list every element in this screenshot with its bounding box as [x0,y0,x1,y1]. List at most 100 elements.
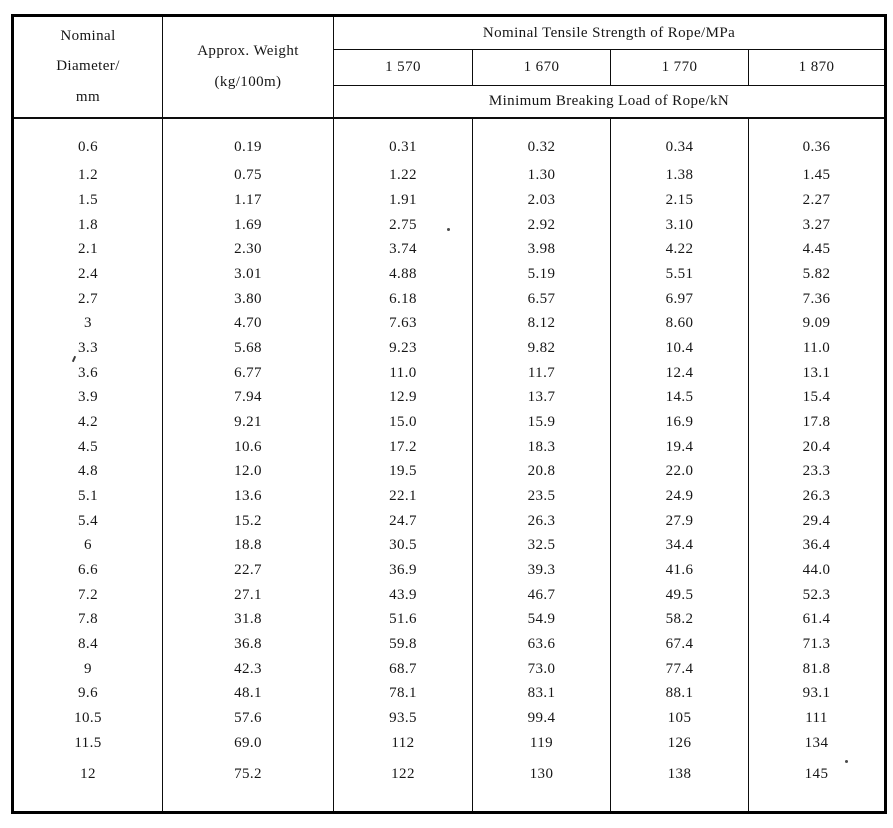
header-tensile-strength: Nominal Tensile Strength of Rope/MPa [332,15,887,50]
table-cell: 9.09 [747,311,887,337]
table-cell: 34.4 [610,533,749,559]
table-cell: 75.2 [162,755,334,813]
header-approx-weight: Approx. Weight (kg/100m) [162,15,334,119]
table-cell: 93.5 [333,706,473,731]
table-cell: 5.68 [162,336,334,361]
table-row: 0.6 0.19 0.31 0.32 0.34 0.36 [12,117,887,164]
table-cell: 39.3 [472,558,611,583]
table-cell: 16.9 [610,410,749,435]
table-cell: 22.1 [333,484,473,509]
table-cell: 15.2 [162,508,334,534]
table-cell: 48.1 [162,681,334,707]
table-cell: 134 [747,731,887,756]
table-cell: 4.22 [610,237,749,263]
table-cell: 27.1 [162,582,334,608]
table-row: 4.2 9.21 15.0 15.9 16.9 17.8 [12,410,887,435]
table-cell: 2.92 [472,212,611,238]
table-cell: 122 [333,755,473,813]
table-cell: 138 [610,755,749,813]
table-row: 7.2 27.1 43.9 46.7 49.5 52.3 [12,582,887,608]
header-strength-1570: 1 570 [333,49,473,86]
table-cell: 13.1 [747,360,887,386]
table-cell: 4.8 [12,459,163,485]
table-cell: 4.70 [162,311,334,337]
table-cell: 3.6 [12,360,163,386]
table-row: 11.5 69.0 112 119 126 134 [12,731,887,756]
table-cell: 3.98 [472,237,611,263]
table-cell: 7.2 [12,582,163,608]
table-cell: 8.60 [610,311,749,337]
table-cell: 24.9 [610,484,749,509]
table-cell: 112 [333,731,473,756]
table-row: 3.3 5.68 9.23 9.82 10.4 11.0 [12,336,887,361]
table-cell: 11.7 [472,360,611,386]
table-cell: 7.36 [747,286,887,312]
table-cell: 52.3 [747,582,887,608]
table-cell: 61.4 [747,607,887,633]
table-cell: 69.0 [162,731,334,756]
table-row: 9 42.3 68.7 73.0 77.4 81.8 [12,656,887,682]
table-cell: 4.88 [333,262,473,287]
header-nominal-diameter: Nominal Diameter/ mm [12,15,163,119]
table-row: 7.8 31.8 51.6 54.9 58.2 61.4 [12,607,887,633]
table-cell: 26.3 [472,508,611,534]
table-header: Nominal Diameter/ mm Approx. Weight (kg/… [12,15,887,119]
table-cell: 8.12 [472,311,611,337]
table-cell: 0.31 [333,117,473,164]
table-cell: 71.3 [747,632,887,657]
table-cell: 6.57 [472,286,611,312]
table-cell: 68.7 [333,656,473,682]
table-cell: 17.8 [747,410,887,435]
table-cell: 3.9 [12,385,163,411]
table-cell: 2.27 [747,188,887,213]
table-row: 10.5 57.6 93.5 99.4 105 111 [12,706,887,731]
table-cell: 59.8 [333,632,473,657]
table-cell: 12.9 [333,385,473,411]
table-cell: 105 [610,706,749,731]
table-row: 1.8 1.69 2.75 2.92 3.10 3.27 [12,212,887,238]
header-row-3: Minimum Breaking Load of Rope/kN [13,85,887,119]
table-row: 8.4 36.8 59.8 63.6 67.4 71.3 [12,632,887,657]
table-cell: 1.17 [162,188,334,213]
table-cell: 1.2 [12,163,163,189]
table-row: 3 4.70 7.63 8.12 8.60 9.09 [12,311,887,337]
table-cell: 15.9 [472,410,611,435]
table-cell: 1.8 [12,212,163,238]
table-cell: 3.80 [162,286,334,312]
header-row-strengths: 1 570 1 670 1 770 1 870 [13,49,887,86]
table-row: 2.4 3.01 4.88 5.19 5.51 5.82 [12,262,887,287]
table-row: 6.6 22.7 36.9 39.3 41.6 44.0 [12,558,887,583]
table-cell: 126 [610,731,749,756]
table-cell: 1.5 [12,188,163,213]
table-cell: 1.30 [472,163,611,189]
table-cell: 10.5 [12,706,163,731]
table-row: 4.8 12.0 19.5 20.8 22.0 23.3 [12,459,887,485]
table-cell: 2.75 [333,212,473,238]
table-cell: 2.1 [12,237,163,263]
table-cell: 3.74 [333,237,473,263]
table-cell: 31.8 [162,607,334,633]
table-cell: 73.0 [472,656,611,682]
table-cell: 5.51 [610,262,749,287]
table-cell: 14.5 [610,385,749,411]
table-cell: 7.8 [12,607,163,633]
scan-artifact-dot [845,760,848,763]
table-cell: 93.1 [747,681,887,707]
table-row: 9.6 48.1 78.1 83.1 88.1 93.1 [12,681,887,707]
header-strength-1870: 1 870 [747,49,887,86]
table-cell: 12.4 [610,360,749,386]
table-cell: 15.4 [747,385,887,411]
table-row: 2.1 2.30 3.74 3.98 4.22 4.45 [12,237,887,263]
header-strength-1770: 1 770 [610,49,749,86]
table-cell: 1.38 [610,163,749,189]
table-cell: 88.1 [610,681,749,707]
table-cell: 19.5 [333,459,473,485]
table-cell: 6.6 [12,558,163,583]
table-cell: 6.18 [333,286,473,312]
header-breaking-load: Minimum Breaking Load of Rope/kN [332,85,887,119]
scan-artifact-dot [447,228,450,231]
table-cell: 46.7 [472,582,611,608]
table-cell: 2.03 [472,188,611,213]
table-cell: 4.5 [12,434,163,460]
